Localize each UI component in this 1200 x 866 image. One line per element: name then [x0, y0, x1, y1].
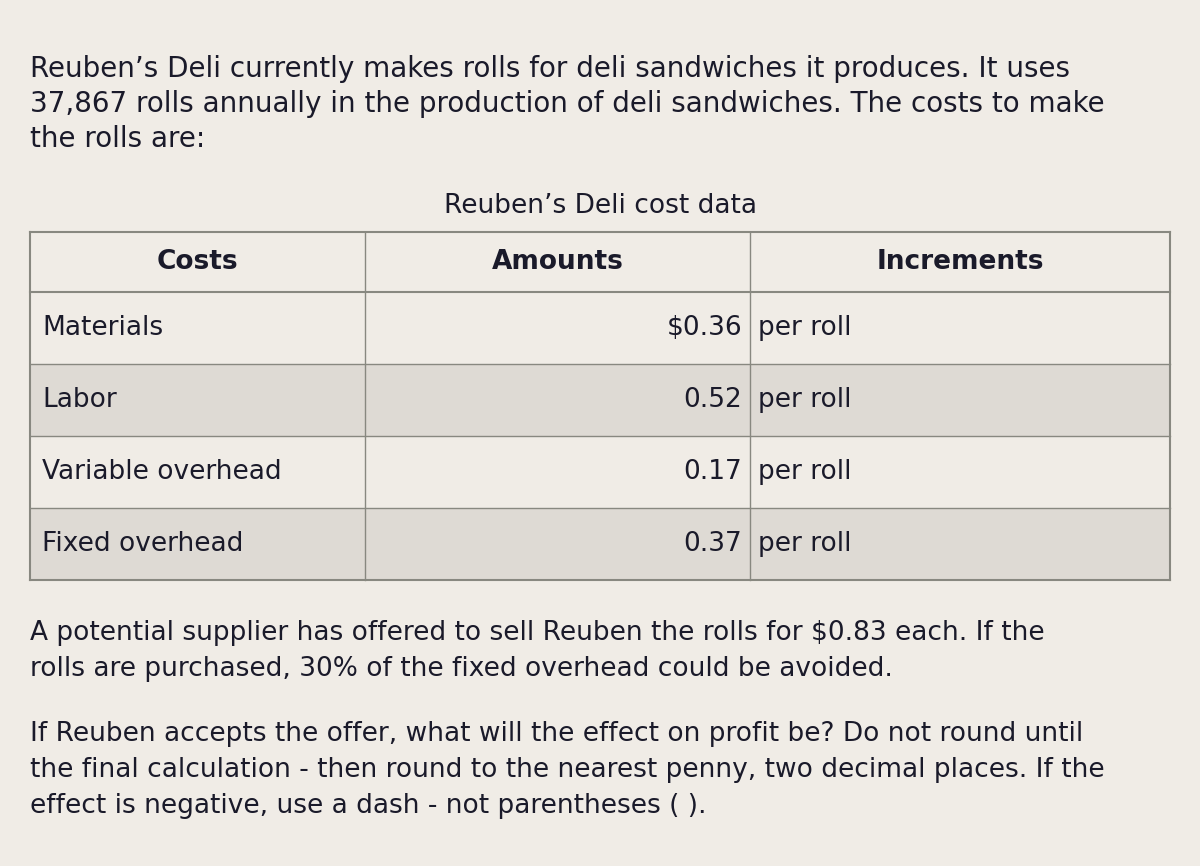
Text: 0.52: 0.52 [683, 387, 742, 413]
Text: per roll: per roll [758, 315, 852, 341]
Text: Variable overhead: Variable overhead [42, 459, 282, 485]
Text: per roll: per roll [758, 459, 852, 485]
Bar [30, 364, 1170, 436]
Text: If Reuben accepts the offer, what will the effect on profit be? Do not round unt: If Reuben accepts the offer, what will t… [30, 721, 1084, 747]
Text: $0.36: $0.36 [666, 315, 742, 341]
Text: 0.37: 0.37 [683, 531, 742, 557]
Text: per roll: per roll [758, 531, 852, 557]
Text: Costs: Costs [157, 249, 239, 275]
Text: the final calculation - then round to the nearest penny, two decimal places. If : the final calculation - then round to th… [30, 757, 1105, 783]
Text: Materials: Materials [42, 315, 163, 341]
Text: per roll: per roll [758, 387, 852, 413]
Bar [30, 232, 1170, 292]
Bar [30, 508, 1170, 580]
Text: Increments: Increments [876, 249, 1044, 275]
Text: Labor: Labor [42, 387, 116, 413]
Text: rolls are purchased, 30% of the fixed overhead could be avoided.: rolls are purchased, 30% of the fixed ov… [30, 656, 893, 682]
Bar [30, 436, 1170, 508]
Text: Fixed overhead: Fixed overhead [42, 531, 244, 557]
Text: the rolls are:: the rolls are: [30, 125, 205, 153]
Text: 0.17: 0.17 [683, 459, 742, 485]
Text: Amounts: Amounts [492, 249, 624, 275]
Text: 37,867 rolls annually in the production of deli sandwiches. The costs to make: 37,867 rolls annually in the production … [30, 90, 1105, 118]
Bar [30, 292, 1170, 364]
Text: A potential supplier has offered to sell Reuben the rolls for $0.83 each. If the: A potential supplier has offered to sell… [30, 620, 1045, 646]
Text: effect is negative, use a dash - not parentheses ( ).: effect is negative, use a dash - not par… [30, 793, 707, 819]
Text: Reuben’s Deli cost data: Reuben’s Deli cost data [444, 193, 756, 219]
Text: Reuben’s Deli currently makes rolls for deli sandwiches it produces. It uses: Reuben’s Deli currently makes rolls for … [30, 55, 1070, 83]
